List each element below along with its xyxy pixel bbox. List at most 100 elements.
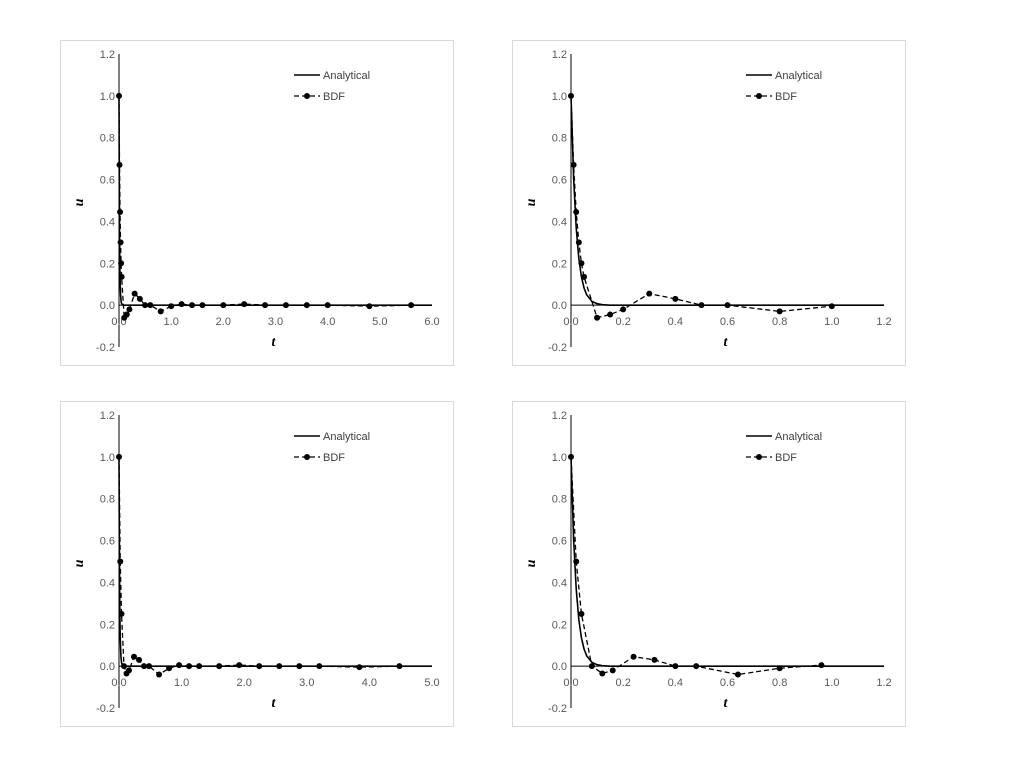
bdf-point (594, 314, 601, 321)
bdf-point (116, 92, 122, 99)
x-tick-label: 1.0 (824, 316, 839, 328)
bdf-point (609, 667, 616, 674)
y-tick-label: 0.6 (100, 175, 115, 187)
y-tick-label: 0.6 (552, 536, 567, 548)
x-tick-label: 2.0 (216, 316, 231, 328)
y-tick-label: 0.6 (552, 175, 567, 187)
bdf-point (199, 302, 206, 309)
y-tick-label: 0.8 (552, 494, 567, 506)
x-axis-title: t (724, 696, 729, 711)
bdf-point (568, 92, 574, 99)
bdf-point (186, 663, 193, 670)
bdf-point (620, 306, 627, 313)
bdf-point (236, 662, 243, 669)
bdf-point (176, 662, 183, 669)
chart-svg-bottom-left: -0.2 0.0 0.2 0.4 0.6 0.8 1.0 1.2 0.0 1.0 2.0 3.0 4.0… (72, 410, 440, 715)
x-tick-label: 0.4 (668, 316, 683, 328)
bdf-point (698, 302, 705, 309)
series-analytical (570, 456, 884, 667)
y-tick-label: 0.2 (100, 619, 115, 631)
y-tick-label: 0.0 (100, 300, 115, 312)
legend: Analytical BDF (294, 70, 370, 103)
series-bdf (568, 453, 825, 678)
bdf-point (117, 209, 124, 216)
x-tick-label: 5.0 (424, 677, 439, 689)
bdf-point (396, 663, 403, 670)
bdf-point (588, 663, 595, 670)
x-tick-label: 0.0 (563, 316, 578, 328)
x-tick-label: 1.0 (824, 677, 839, 689)
y-tick-label: 0.0 (552, 661, 567, 673)
bdf-point (121, 663, 128, 670)
bdf-point (282, 302, 289, 309)
chart-panel-top-right: -0.2 0.0 0.2 0.4 0.6 0.8 1.0 1.2 0.0 0.2 0.4 0.6 0.8… (512, 40, 906, 366)
bdf-point (131, 290, 138, 297)
legend: Analytical BDF (294, 431, 370, 464)
bdf-point (141, 663, 148, 670)
y-tick-label: 1.0 (100, 452, 115, 464)
x-tick-label: 1.0 (164, 316, 179, 328)
x-tick-label: 0.8 (772, 677, 787, 689)
chart-svg-top-right: -0.2 0.0 0.2 0.4 0.6 0.8 1.0 1.2 0.0 0.2 0.4 0.6 0.8… (524, 49, 892, 354)
y-axis-title: u (524, 559, 539, 567)
bdf-point (818, 662, 825, 669)
bdf-point (262, 302, 269, 309)
series-bdf (116, 453, 403, 678)
y-tick-label: -0.2 (548, 342, 567, 354)
y-tick-label: -0.2 (96, 703, 115, 715)
bdf-point (356, 664, 363, 671)
legend-label-analytical: Analytical (323, 431, 370, 443)
bdf-point (646, 290, 653, 297)
x-tick-label: 0.8 (772, 316, 787, 328)
bdf-point (168, 303, 175, 310)
bdf-point (156, 671, 163, 678)
bdf-point (118, 610, 125, 617)
bdf-point (216, 663, 223, 670)
x-tick-label: 4.0 (362, 677, 377, 689)
analytical-line (570, 95, 884, 306)
legend-label-bdf: BDF (775, 452, 797, 464)
bdf-line (118, 95, 412, 320)
bdf-point (157, 308, 164, 315)
x-tick-label: 0.4 (668, 677, 683, 689)
y-tick-label: 1.0 (552, 91, 567, 103)
x-axis-title: t (724, 335, 729, 350)
legend: Analytical BDF (746, 431, 822, 464)
legend-marker-bdf (756, 93, 762, 99)
y-tick-label: 1.2 (552, 49, 567, 61)
series-analytical (118, 456, 432, 667)
bdf-point (126, 306, 133, 313)
bdf-line (570, 456, 822, 676)
x-tick-label: 6.0 (424, 316, 439, 328)
bdf-point (366, 303, 373, 310)
x-tick-label: 0.6 (720, 677, 735, 689)
bdf-point (776, 665, 783, 672)
x-tick-label: 0.6 (720, 316, 735, 328)
x-tick-label: 0.2 (616, 316, 631, 328)
bdf-point (630, 653, 637, 660)
bdf-point (123, 311, 130, 318)
bdf-point (651, 656, 658, 663)
bdf-point (568, 453, 574, 460)
x-tick-label: 1.2 (876, 677, 891, 689)
bdf-point (117, 239, 124, 246)
x-tick-label: 2.0 (237, 677, 252, 689)
y-tick-label: 1.0 (552, 452, 567, 464)
y-tick-label: 0.4 (100, 577, 115, 589)
legend-marker-bdf (304, 454, 310, 460)
bdf-point (296, 663, 303, 670)
x-tick-label: 1.0 (174, 677, 189, 689)
chart-svg-bottom-right: -0.2 0.0 0.2 0.4 0.6 0.8 1.0 1.2 0.0 0.2 0.4 0.6 0.8… (524, 410, 892, 715)
bdf-point (734, 671, 741, 678)
y-tick-label: 0.2 (552, 619, 567, 631)
x-tick-label: 0.0 (563, 677, 578, 689)
bdf-point (581, 273, 588, 280)
analytical-line (570, 456, 884, 667)
bdf-point (316, 663, 323, 670)
x-axis-title: t (272, 696, 277, 711)
bdf-point (578, 610, 585, 617)
series-analytical (118, 95, 432, 306)
analytical-line (118, 95, 432, 306)
bdf-point (776, 308, 783, 315)
bdf-point (147, 302, 154, 309)
